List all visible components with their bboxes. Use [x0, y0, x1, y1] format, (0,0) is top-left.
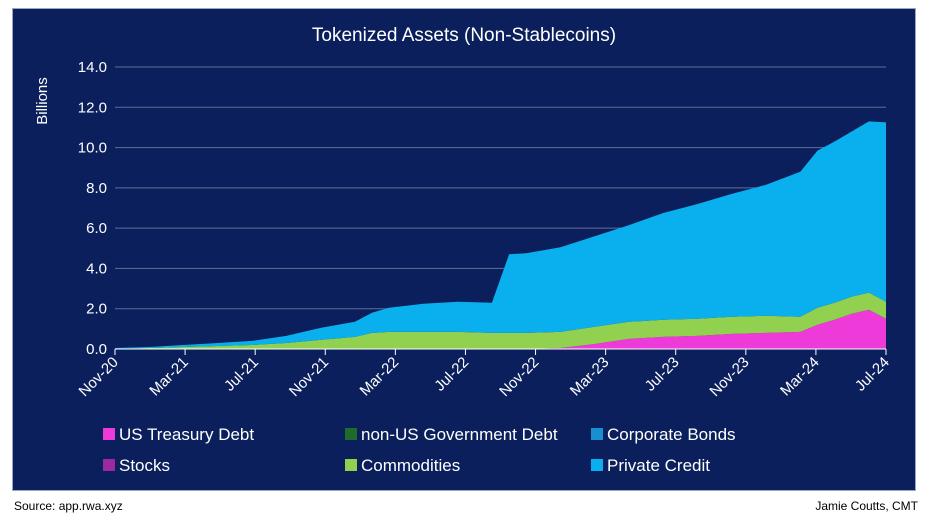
legend-swatch-corporate-bonds [591, 428, 603, 440]
source-note: Source: app.rwa.xyz [14, 499, 123, 513]
y-axis-label: Billions [34, 77, 51, 125]
legend-label-private-credit: Private Credit [607, 456, 710, 475]
chart-title: Tokenized Assets (Non-Stablecoins) [312, 25, 616, 46]
plot-areas [115, 121, 886, 349]
legend-swatch-private-credit [591, 459, 603, 471]
x-tick-label: Mar-21 [146, 354, 192, 400]
legend-swatch-non-us-government-debt [345, 428, 357, 440]
area-us-treasury-debt [115, 309, 886, 349]
x-tick-label: Jul-23 [642, 354, 683, 395]
y-tick-label: 6.0 [86, 220, 107, 237]
x-tick-label: Mar-24 [777, 354, 823, 400]
legend-label-commodities: Commodities [361, 456, 460, 475]
x-tick-label: Nov-23 [706, 354, 752, 400]
x-tick-label: Nov-21 [286, 354, 332, 400]
x-tick-label: Jul-24 [852, 354, 893, 395]
x-tick-label: Nov-20 [76, 354, 122, 400]
x-tick-label: Mar-22 [357, 354, 403, 400]
chart-panel: Tokenized Assets (Non-Stablecoins) Billi… [12, 8, 916, 491]
y-tick-label: 12.0 [78, 99, 107, 116]
y-tick-label: 8.0 [86, 180, 107, 197]
y-tick-label: 10.0 [78, 140, 107, 157]
x-tick-label: Mar-23 [567, 354, 613, 400]
area-private-credit [115, 121, 886, 349]
gridlines [115, 66, 886, 350]
y-tick-label: 0.0 [86, 341, 107, 358]
area-commodities [115, 292, 886, 349]
legend-swatch-commodities [345, 459, 357, 471]
chart: Tokenized Assets (Non-Stablecoins) Billi… [34, 25, 893, 475]
legend-label-corporate-bonds: Corporate Bonds [607, 425, 736, 444]
legend: US Treasury Debt non-US Government Debt Co… [103, 425, 736, 475]
legend-swatch-us-treasury-debt [103, 428, 115, 440]
author-credit: Jamie Coutts, CMT [815, 499, 918, 513]
legend-label-us-treasury-debt: US Treasury Debt [119, 425, 254, 444]
y-tick-label: 14.0 [78, 59, 107, 76]
x-tick-label: Nov-22 [496, 354, 542, 400]
legend-label-stocks: Stocks [119, 456, 170, 475]
y-tick-label: 4.0 [86, 260, 107, 277]
y-tick-label: 2.0 [86, 301, 107, 318]
x-tick-label: Jul-22 [431, 354, 472, 395]
legend-label-non-us-government-debt: non-US Government Debt [361, 425, 558, 444]
legend-swatch-stocks [103, 459, 115, 471]
x-tick-label: Jul-21 [221, 354, 262, 395]
